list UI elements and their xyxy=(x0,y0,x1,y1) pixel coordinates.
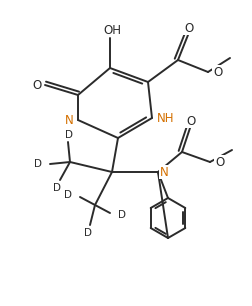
Text: O: O xyxy=(32,79,42,91)
Text: O: O xyxy=(184,21,194,35)
Text: N: N xyxy=(65,114,74,126)
Text: D: D xyxy=(53,183,61,193)
Text: O: O xyxy=(215,155,224,169)
Text: D: D xyxy=(84,228,92,238)
Text: OH: OH xyxy=(103,24,121,36)
Text: O: O xyxy=(213,65,222,79)
Text: N: N xyxy=(160,166,169,178)
Text: D: D xyxy=(64,190,72,200)
Text: D: D xyxy=(65,130,73,140)
Text: NH: NH xyxy=(157,111,174,125)
Text: O: O xyxy=(186,114,196,128)
Text: D: D xyxy=(118,210,126,220)
Text: D: D xyxy=(34,159,42,169)
